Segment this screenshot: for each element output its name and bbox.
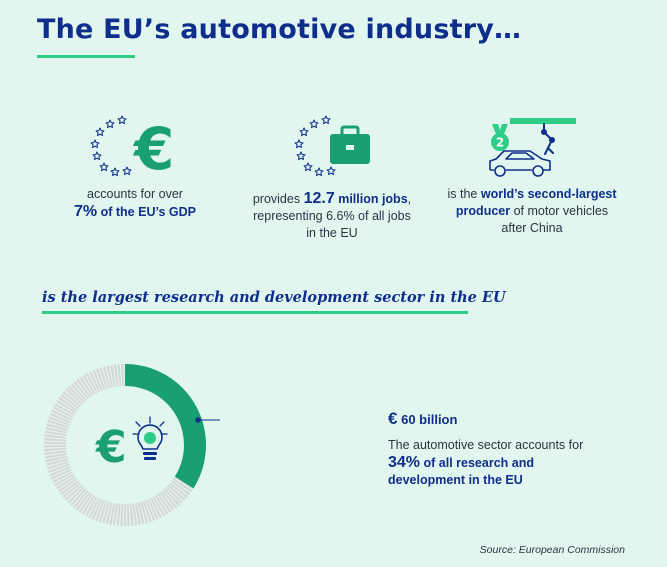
rd-text-pre: The automotive sector accounts for [388,438,584,452]
stat-jobs-post: , representing 6.6% of all jobs in the E… [253,192,412,240]
section-underline [42,311,468,314]
stat-gdp: accounts for over 7% of the EU’s GDP [50,186,220,221]
euro-stars-icon: € [90,115,174,178]
rd-description: The automotive sector accounts for 34% o… [388,437,588,489]
donut-leader-dot [195,417,201,423]
stat-production: is the world’s second-largest producer o… [446,186,618,237]
stat-gdp-pre: accounts for over [87,187,183,201]
rd-text-bold: of all research and development in the E… [388,456,534,487]
page-title: The EU’s automotive industry… [37,14,522,45]
rd-currency: € [388,409,398,428]
rd-amount: € 60 billion [388,409,457,429]
stat-gdp-value: 7% [74,203,98,220]
source-note: Source: European Commission [479,544,625,556]
svg-text:€: € [132,115,174,178]
stat-jobs-value: 12.7 [303,190,335,207]
stat-production-bold: world’s second-largest producer [455,187,617,218]
briefcase-stars-icon [294,115,370,177]
donut-euro-icon: € [95,422,127,473]
section-title: is the largest research and development … [42,289,506,306]
lightbulb-icon [132,416,168,460]
stat-production-pre: is the [447,187,478,201]
stat-jobs: provides 12.7 million jobs, representing… [247,190,417,242]
stat-jobs-pre: provides [252,192,301,206]
robot-car-medal-icon: 2 [489,118,576,177]
rd-percent: 34% [388,454,421,471]
stat-gdp-bold: of the EU’s GDP [100,205,196,219]
title-underline [37,55,135,58]
rd-amount-value: 60 billion [401,412,458,427]
rd-share-donut: € [44,364,220,526]
donut-share-segment [125,364,207,489]
stat-production-post: of motor vehicles after China [501,204,609,235]
medal-number: 2 [496,136,504,150]
stat-jobs-bold: million jobs [338,192,408,206]
